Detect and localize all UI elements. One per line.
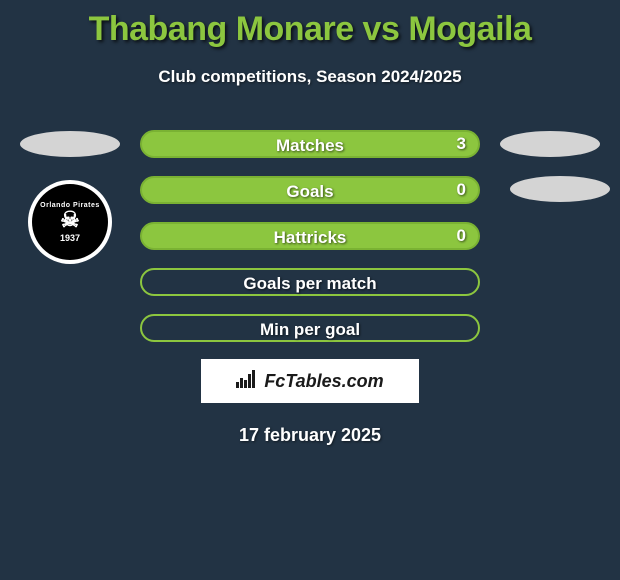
stat-value: 3 xyxy=(457,130,466,158)
stat-pill: Min per goal xyxy=(140,314,480,342)
stat-row: Min per goal xyxy=(0,305,620,351)
stat-label: Goals xyxy=(286,182,333,201)
stat-row: Matches 3 xyxy=(0,121,620,167)
stat-pill: Matches 3 xyxy=(140,130,480,158)
stat-label: Matches xyxy=(276,136,344,155)
side-blob-right-2 xyxy=(510,176,610,202)
stat-label: Hattricks xyxy=(274,228,347,247)
stat-pill: Goals 0 xyxy=(140,176,480,204)
side-blob-left xyxy=(20,131,120,157)
fctables-logo: FcTables.com xyxy=(201,359,419,403)
club-logo-left: Orlando Pirates ☠ 1937 xyxy=(20,180,120,264)
date-text: 17 february 2025 xyxy=(0,425,620,446)
subtitle: Club competitions, Season 2024/2025 xyxy=(0,67,620,87)
club-year: 1937 xyxy=(60,233,80,243)
stat-pill: Goals per match xyxy=(140,268,480,296)
page-title: Thabang Monare vs Mogaila xyxy=(0,0,620,49)
fctables-text: FcTables.com xyxy=(264,371,383,392)
side-blob-right xyxy=(500,131,600,157)
stat-row: Goals per match xyxy=(0,259,620,305)
bar-chart-icon xyxy=(236,370,258,393)
stat-pill: Hattricks 0 xyxy=(140,222,480,250)
skull-icon: ☠ xyxy=(60,209,80,231)
stat-value: 0 xyxy=(457,176,466,204)
stat-label: Min per goal xyxy=(260,320,360,339)
stat-label: Goals per match xyxy=(243,274,376,293)
stat-value: 0 xyxy=(457,222,466,250)
